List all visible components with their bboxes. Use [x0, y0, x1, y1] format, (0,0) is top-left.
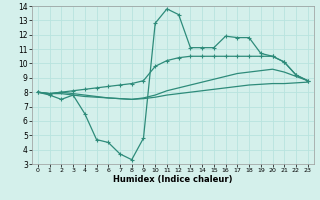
X-axis label: Humidex (Indice chaleur): Humidex (Indice chaleur) [113, 175, 233, 184]
